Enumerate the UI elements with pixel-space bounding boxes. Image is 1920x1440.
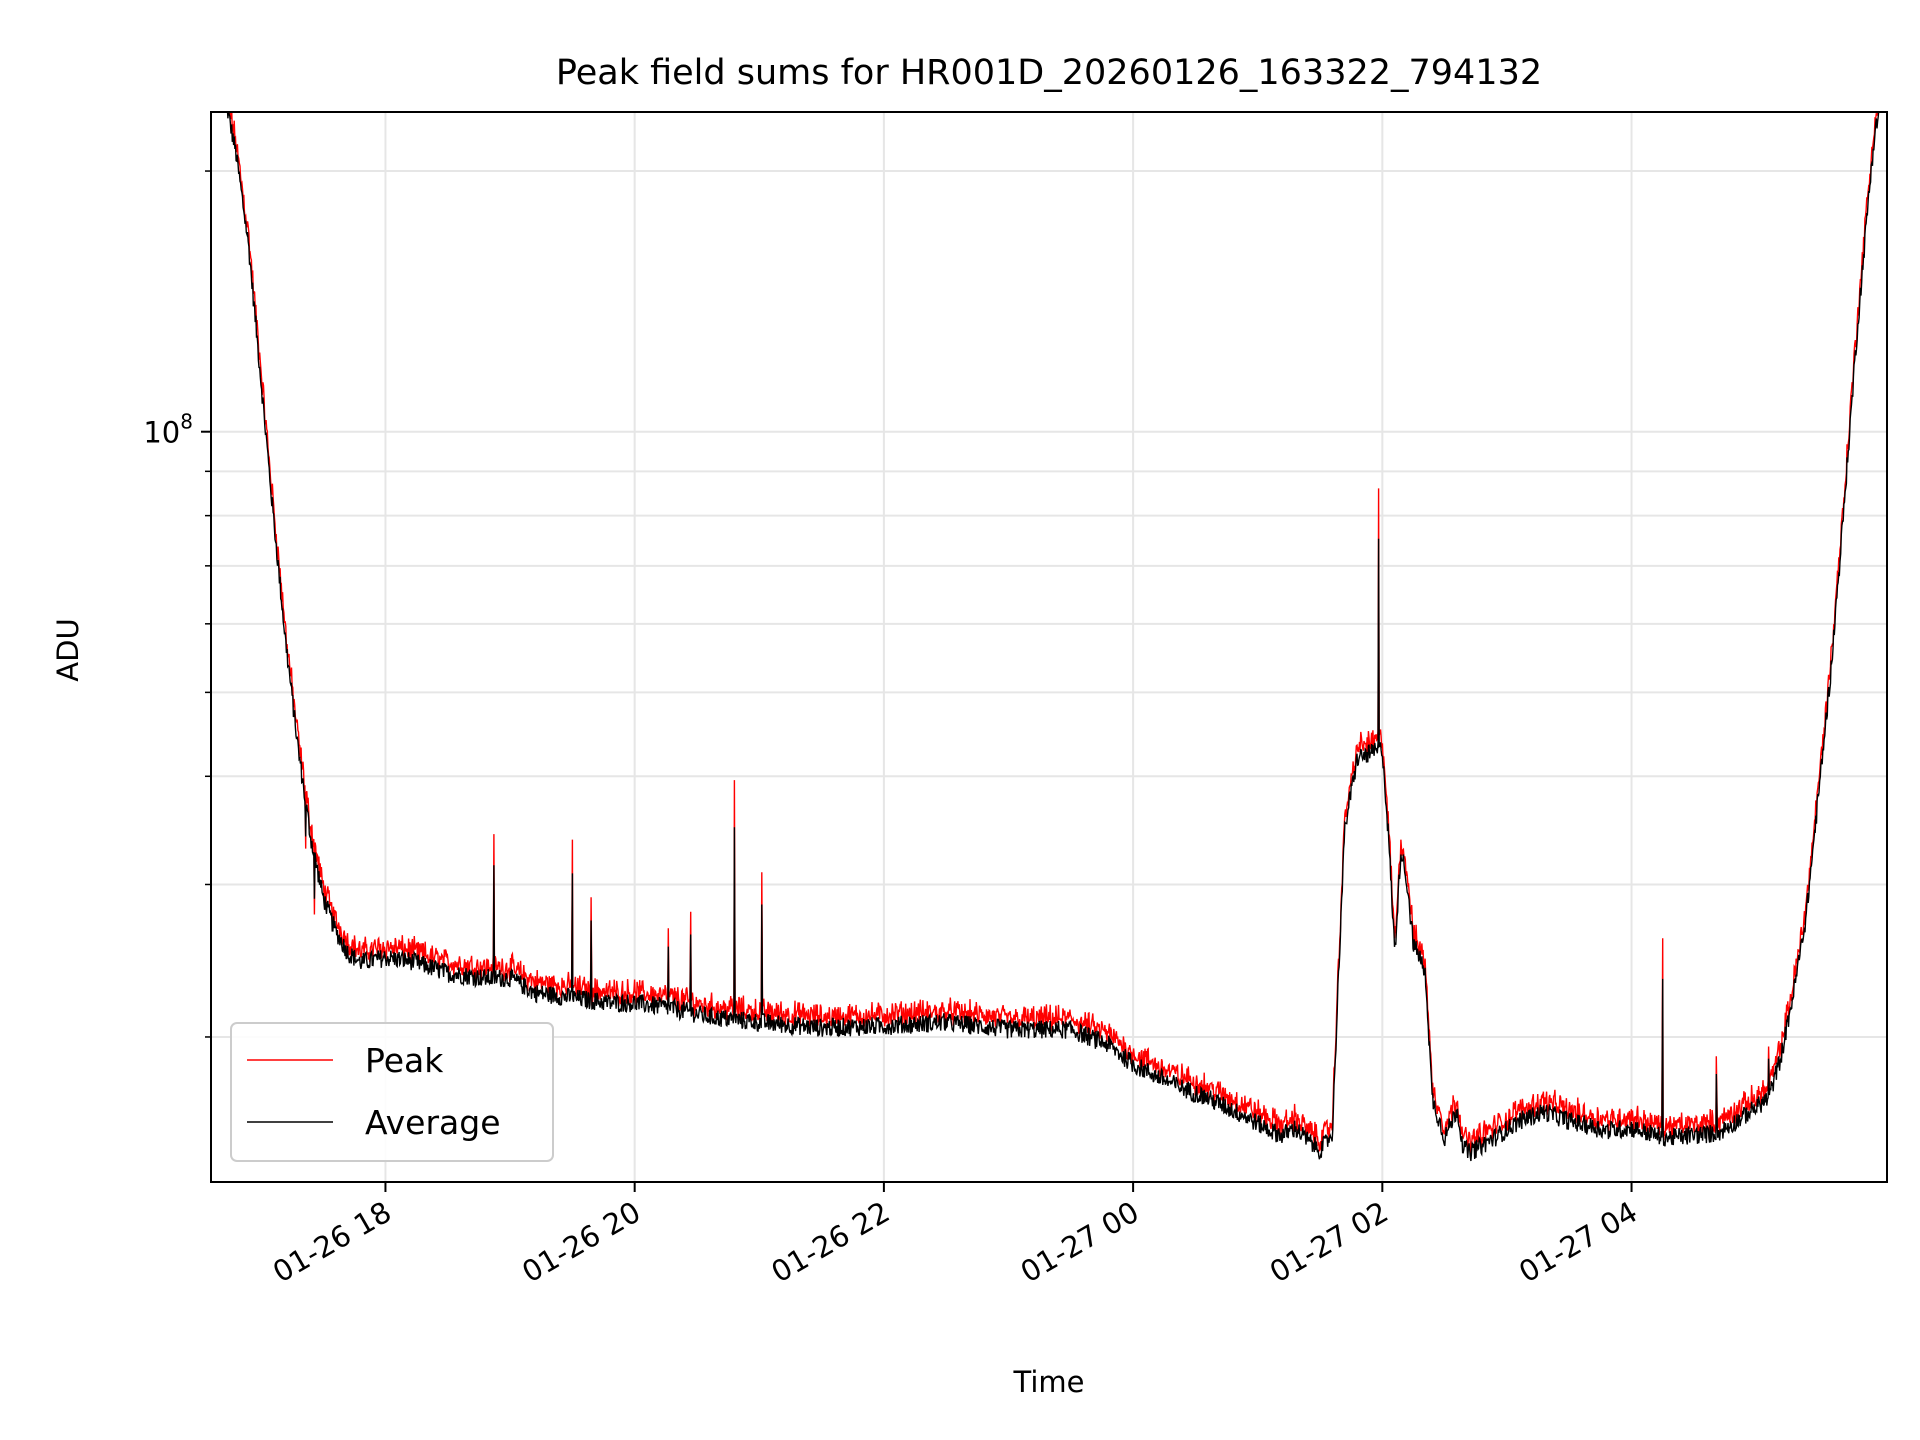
legend: Peak Average bbox=[230, 1022, 554, 1162]
legend-label-peak: Peak bbox=[365, 1041, 444, 1080]
peak-series-line bbox=[229, 112, 1879, 1157]
x-axis-label: Time bbox=[1013, 1365, 1085, 1399]
plot-frame bbox=[210, 111, 1888, 1183]
y-axis-label: ADU bbox=[51, 618, 85, 681]
legend-label-average: Average bbox=[365, 1103, 501, 1142]
legend-box bbox=[230, 1022, 554, 1162]
grid bbox=[211, 112, 1887, 1182]
series-layer bbox=[226, 112, 1880, 1162]
chart-title: Peak field sums for HR001D_20260126_1633… bbox=[556, 53, 1542, 93]
y-tick-label-exponent: 8 bbox=[180, 410, 193, 434]
average-series-line bbox=[226, 112, 1880, 1162]
